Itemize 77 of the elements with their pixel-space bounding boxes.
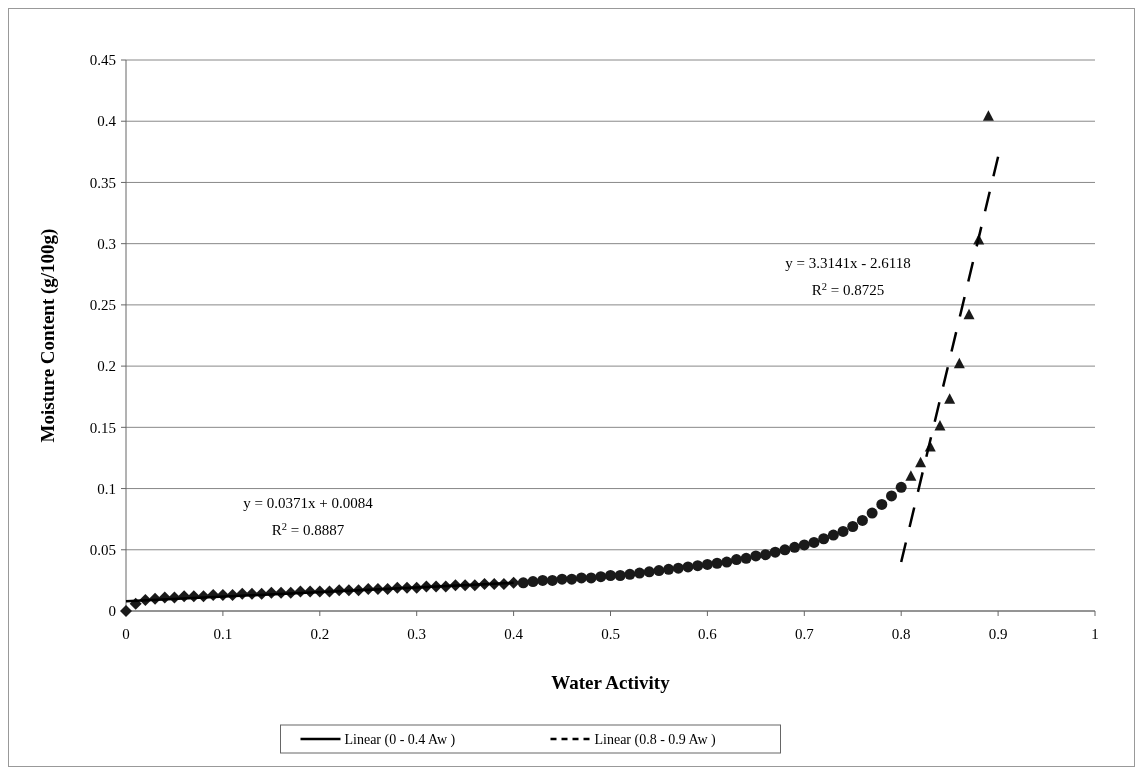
x-tick-label: 0.3 <box>407 626 427 642</box>
point <box>915 456 927 468</box>
point <box>672 562 684 574</box>
point <box>566 573 578 585</box>
point <box>856 514 868 526</box>
x-tick-label: 0.6 <box>698 626 718 642</box>
legend-label: Linear (0 - 0.4 Aw ) <box>344 731 456 748</box>
y-tick-label: 0 <box>108 603 116 620</box>
point <box>575 572 587 584</box>
point <box>876 498 888 510</box>
point <box>798 539 810 551</box>
x-tick-label: 0.1 <box>213 626 233 642</box>
y-tick-label: 0.15 <box>89 419 116 436</box>
point <box>740 552 752 564</box>
point <box>847 521 859 533</box>
point <box>750 550 762 562</box>
point <box>760 549 772 561</box>
point <box>546 574 558 586</box>
point <box>934 420 946 431</box>
point <box>789 541 801 553</box>
point <box>634 567 646 579</box>
x-tick-label: 0.9 <box>988 626 1008 642</box>
point <box>692 560 704 572</box>
point <box>827 529 839 541</box>
point <box>624 568 636 580</box>
point <box>808 536 820 548</box>
point <box>537 574 549 586</box>
point <box>517 577 529 589</box>
point <box>895 481 907 493</box>
point <box>682 561 694 573</box>
point <box>527 576 539 588</box>
y-tick-label: 0.05 <box>89 542 116 559</box>
point <box>769 546 781 558</box>
point <box>663 563 675 575</box>
y-tick-label: 0.45 <box>89 52 116 69</box>
y-tick-label: 0.25 <box>89 297 116 314</box>
point <box>120 605 132 617</box>
point <box>818 533 830 545</box>
point <box>963 308 975 320</box>
x-tick-label: 0.8 <box>891 626 911 642</box>
x-axis-title: Water Activity <box>551 672 671 693</box>
point <box>953 357 965 369</box>
x-tick-label: 0.7 <box>794 626 815 642</box>
point <box>837 525 849 537</box>
annotation: R$^{2}$ = 0.8887 <box>271 520 345 538</box>
point <box>779 544 791 556</box>
point <box>711 557 723 569</box>
point <box>982 110 994 121</box>
x-tick-label: 0.2 <box>310 626 330 642</box>
y-tick-label: 0.35 <box>89 174 116 191</box>
point <box>730 554 742 566</box>
x-tick-label: 1 <box>1091 626 1099 642</box>
y-tick-label: 0.1 <box>97 480 116 497</box>
annotation: y = 0.0371x + 0.0084 <box>243 495 374 511</box>
point <box>701 558 713 570</box>
point <box>944 393 956 404</box>
y-axis-title: Moisture Content (g/100g) <box>37 228 59 443</box>
point <box>585 572 597 584</box>
point <box>866 507 878 519</box>
annotation: y = 3.3141x - 2.6118 <box>785 255 911 271</box>
point <box>605 569 616 581</box>
x-tick-label: 0.4 <box>504 626 524 642</box>
annotation: R$^{2}$ = 0.8725 <box>811 280 885 298</box>
point <box>905 470 917 481</box>
legend-label: Linear (0.8 - 0.9 Aw ) <box>594 731 717 748</box>
y-tick-label: 0.4 <box>97 113 117 130</box>
point <box>556 573 568 585</box>
point <box>614 569 626 581</box>
x-tick-label: 0 <box>122 626 130 642</box>
point <box>886 490 898 502</box>
point <box>721 556 733 568</box>
y-tick-label: 0.3 <box>97 235 116 252</box>
point <box>595 571 607 583</box>
point <box>653 565 665 577</box>
y-tick-label: 0.2 <box>97 358 116 375</box>
x-tick-label: 0.5 <box>601 626 620 642</box>
point <box>643 566 655 578</box>
